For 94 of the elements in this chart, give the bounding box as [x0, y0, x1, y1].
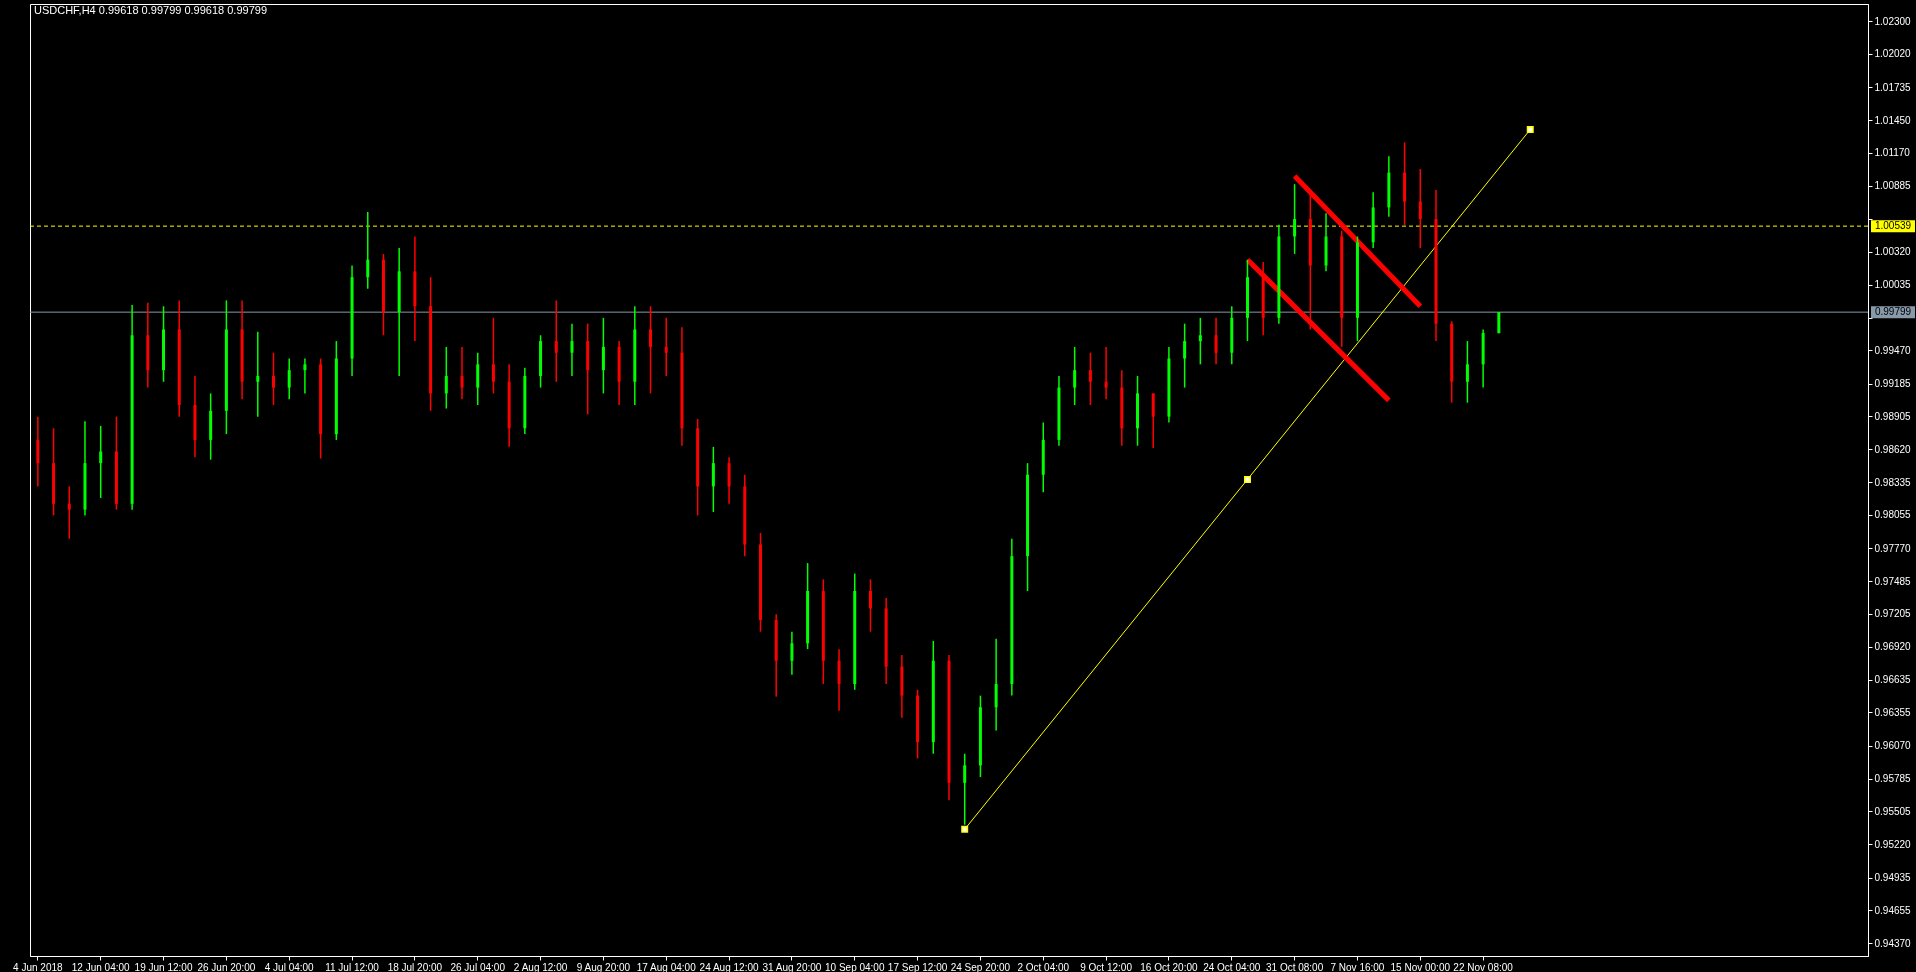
candlestick: [36, 415, 40, 488]
candlestick: [272, 351, 275, 406]
y-tick-label: 1.01170: [1874, 147, 1911, 159]
y-tick-label: 0.94935: [1874, 872, 1912, 884]
x-tick-label: 9 Aug 20:00: [576, 961, 631, 972]
x-tick-label: 31 Oct 08:00: [1265, 961, 1324, 972]
x-tick-label: 2 Aug 12:00: [513, 961, 568, 972]
candlestick: [444, 346, 448, 410]
y-tick-label: 1.02020: [1874, 48, 1912, 60]
x-tick-label: 7 Nov 16:00: [1330, 961, 1385, 972]
candlestick: [67, 485, 71, 540]
candlestick: [1245, 258, 1249, 342]
candlestick: [994, 637, 998, 732]
y-tick-label: 0.98335: [1874, 476, 1912, 488]
x-tick-label: 9 Oct 12:00: [1080, 961, 1133, 972]
y-tick-label: 0.94655: [1874, 904, 1912, 916]
x-tick-label: 17 Aug 04:00: [636, 961, 697, 972]
candlestick: [1465, 340, 1469, 404]
candlestick: [1293, 183, 1297, 255]
y-tick-label: 1.00035: [1874, 279, 1912, 291]
x-tick-label: 26 Jul 04:00: [450, 961, 506, 972]
x-tick-label: 2 Oct 04:00: [1017, 961, 1070, 972]
candlestick: [790, 630, 794, 676]
candlestick: [837, 648, 841, 712]
candlestick: [758, 532, 762, 633]
candlestick: [868, 578, 872, 633]
x-tick-label: 10 Sep 04:00: [824, 961, 885, 972]
candlestick: [711, 446, 715, 513]
candlestick: [727, 456, 731, 505]
x-tick-label: 11 Jul 12:00: [325, 961, 380, 972]
candlestick: [1198, 317, 1202, 366]
candlestick: [491, 317, 495, 395]
ref-line-label: 1.00539: [1874, 220, 1912, 232]
candlestick: [366, 211, 370, 290]
y-tick-label: 0.99185: [1874, 378, 1912, 390]
x-tick-label: 26 Jun 20:00: [197, 961, 256, 972]
x-tick-label: 24 Aug 12:00: [699, 961, 759, 972]
x-tick-label: 19 Jun 12:00: [134, 961, 193, 972]
x-tick-label: 16 Oct 20:00: [1140, 961, 1198, 972]
candlestick: [287, 357, 291, 400]
candlestick: [554, 299, 558, 383]
y-tick-label: 0.95785: [1874, 773, 1912, 785]
x-tick-label: 24 Sep 20:00: [950, 961, 1011, 972]
candlestick: [1104, 346, 1108, 400]
candlestick: [601, 317, 605, 395]
candlestick: [570, 322, 574, 377]
y-tick-label: 1.02300: [1874, 15, 1912, 27]
point: [1243, 475, 1251, 483]
ref-line-label: 0.99799: [1874, 306, 1912, 318]
y-tick-label: 1.01450: [1874, 114, 1912, 126]
y-tick-label: 0.96070: [1874, 740, 1912, 752]
y-tick-label: 0.97485: [1874, 575, 1912, 587]
y-tick-label: 0.97770: [1874, 542, 1912, 554]
x-tick-label: 4 Jun 2018: [13, 961, 64, 972]
y-tick-label: 1.00885: [1874, 180, 1912, 192]
x-tick-label: 22 Nov 08:00: [1453, 961, 1514, 972]
candlestick: [1136, 375, 1140, 447]
y-tick-label: 1.00320: [1874, 246, 1912, 258]
y-tick-label: 0.98620: [1874, 443, 1912, 455]
y-tick-label: 1.01735: [1874, 81, 1912, 93]
y-tick-label: 0.94370: [1874, 937, 1912, 949]
y-tick-label: 0.99470: [1874, 344, 1912, 356]
x-tick-label: 15 Nov 00:00: [1390, 961, 1451, 972]
candlestick: [460, 346, 464, 400]
x-tick-label: 24 Oct 04:00: [1203, 961, 1261, 972]
y-tick-label: 0.96635: [1874, 674, 1912, 686]
x-tick-label: 18 Jul 20:00: [387, 961, 443, 972]
candlestick: [1183, 322, 1187, 389]
candlestick: [963, 752, 967, 826]
y-tick-label: 0.96355: [1874, 706, 1912, 718]
y-tick-label: 0.97205: [1874, 608, 1912, 620]
x-tick-label: 4 Jul 04:00: [264, 961, 315, 972]
x-tick-label: 31 Aug 20:00: [762, 961, 822, 972]
candlestick: [1151, 392, 1155, 449]
candlestick: [649, 305, 653, 395]
candlestick: [664, 317, 668, 377]
candlestick: [1088, 351, 1092, 406]
candlestick: [256, 331, 260, 418]
y-tick-label: 0.95505: [1874, 805, 1912, 817]
point: [1526, 126, 1534, 134]
candlestick: [476, 351, 480, 406]
y-tick-label: 0.98055: [1874, 509, 1912, 521]
y-tick-label: 0.98905: [1874, 410, 1912, 422]
candlestick: [1418, 168, 1422, 249]
x-tick-label: 17 Sep 12:00: [887, 961, 948, 972]
candlestick: [303, 357, 307, 395]
candlestick: [99, 425, 103, 499]
y-tick-label: 0.96920: [1874, 641, 1912, 653]
point: [961, 825, 969, 833]
candlestick: [1073, 346, 1077, 406]
y-tick-label: 0.95220: [1874, 838, 1912, 850]
chart-title: USDCHF,H4 0.99618 0.99799 0.99618 0.99799: [34, 4, 268, 16]
candlestick: [1214, 317, 1218, 366]
x-tick-label: 12 Jun 04:00: [71, 961, 131, 972]
